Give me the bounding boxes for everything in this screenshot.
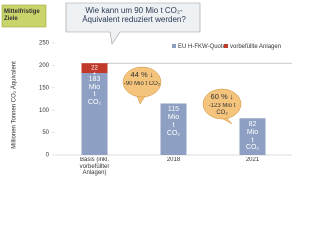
- x-tick-label-holder: 2021: [245, 157, 260, 163]
- legend-label: EU H-FKW-Quote: [178, 44, 227, 50]
- bar: [81, 73, 108, 155]
- y-tick-label: 50: [42, 130, 49, 136]
- callout-bubble: [202, 88, 242, 120]
- data-label-holder: 183 Mio t CO₂: [87, 76, 102, 107]
- plus-sign: +: [93, 72, 97, 78]
- y-tick-label: 0: [46, 153, 50, 159]
- y-tick-label: 150: [39, 85, 50, 91]
- x-tick-label: 2018: [166, 157, 181, 163]
- callout-text: 60 % ↓: [210, 93, 234, 101]
- data-label-holder: 115 Mio t CO₂: [166, 106, 181, 137]
- badge-box: [1, 4, 47, 28]
- x-tick-label: 2021: [245, 157, 260, 163]
- y-tick-label: 250: [39, 41, 50, 47]
- bar: [81, 63, 108, 74]
- y-tick-label: 200: [39, 63, 50, 69]
- data-label: 82 Mio t CO₂: [245, 121, 260, 152]
- bar: [239, 118, 266, 155]
- data-label: 22: [91, 66, 98, 72]
- data-label: 183 Mio t CO₂: [87, 76, 102, 107]
- callout-subtext-holder: -123 Mio t CO₂: [208, 103, 236, 115]
- data-label: 115 Mio t CO₂: [166, 106, 181, 137]
- legend-label: vorbefüllte Anlagen: [230, 44, 281, 50]
- callout-text: 44 % ↓: [130, 71, 154, 79]
- callout-text-holder: 60 % ↓: [210, 93, 234, 101]
- badge: Mittelfristige Ziele: [4, 9, 40, 22]
- title-holder: Wie kann um 90 Mio t CO₂-Äquivalent redu…: [82, 6, 186, 24]
- y-axis-title: Millionen Tonnen CO₂ Äquivalent: [11, 61, 18, 149]
- y-tick-label: 100: [39, 108, 50, 114]
- legend-swatch: [172, 44, 176, 48]
- x-tick-label-holder: Basis (inkl. vorbefüllter Anlagen): [79, 157, 110, 177]
- chart-title: Wie kann um 90 Mio t CO₂-Äquivalent redu…: [82, 6, 186, 24]
- badge-holder: Mittelfristige Ziele: [4, 9, 40, 22]
- callout-text-holder: 44 % ↓: [130, 71, 154, 79]
- callout-bubble: [122, 66, 162, 98]
- bar: [160, 103, 187, 155]
- x-tick-label-holder: 2018: [166, 157, 181, 163]
- callout-subtext: -90 Mio t CO₂: [123, 81, 161, 87]
- callout-subtext: -123 Mio t CO₂: [208, 103, 236, 115]
- data-label-holder: 82 Mio t CO₂: [245, 121, 260, 152]
- callout-subtext-holder: -90 Mio t CO₂: [123, 81, 161, 87]
- chart: Mittelfristige Ziele Wie kann um 90 Mio …: [1, 2, 292, 177]
- title-bubble: [65, 2, 201, 45]
- legend-swatch: [224, 44, 228, 48]
- x-tick-label: Basis (inkl. vorbefüllter Anlagen): [79, 157, 110, 177]
